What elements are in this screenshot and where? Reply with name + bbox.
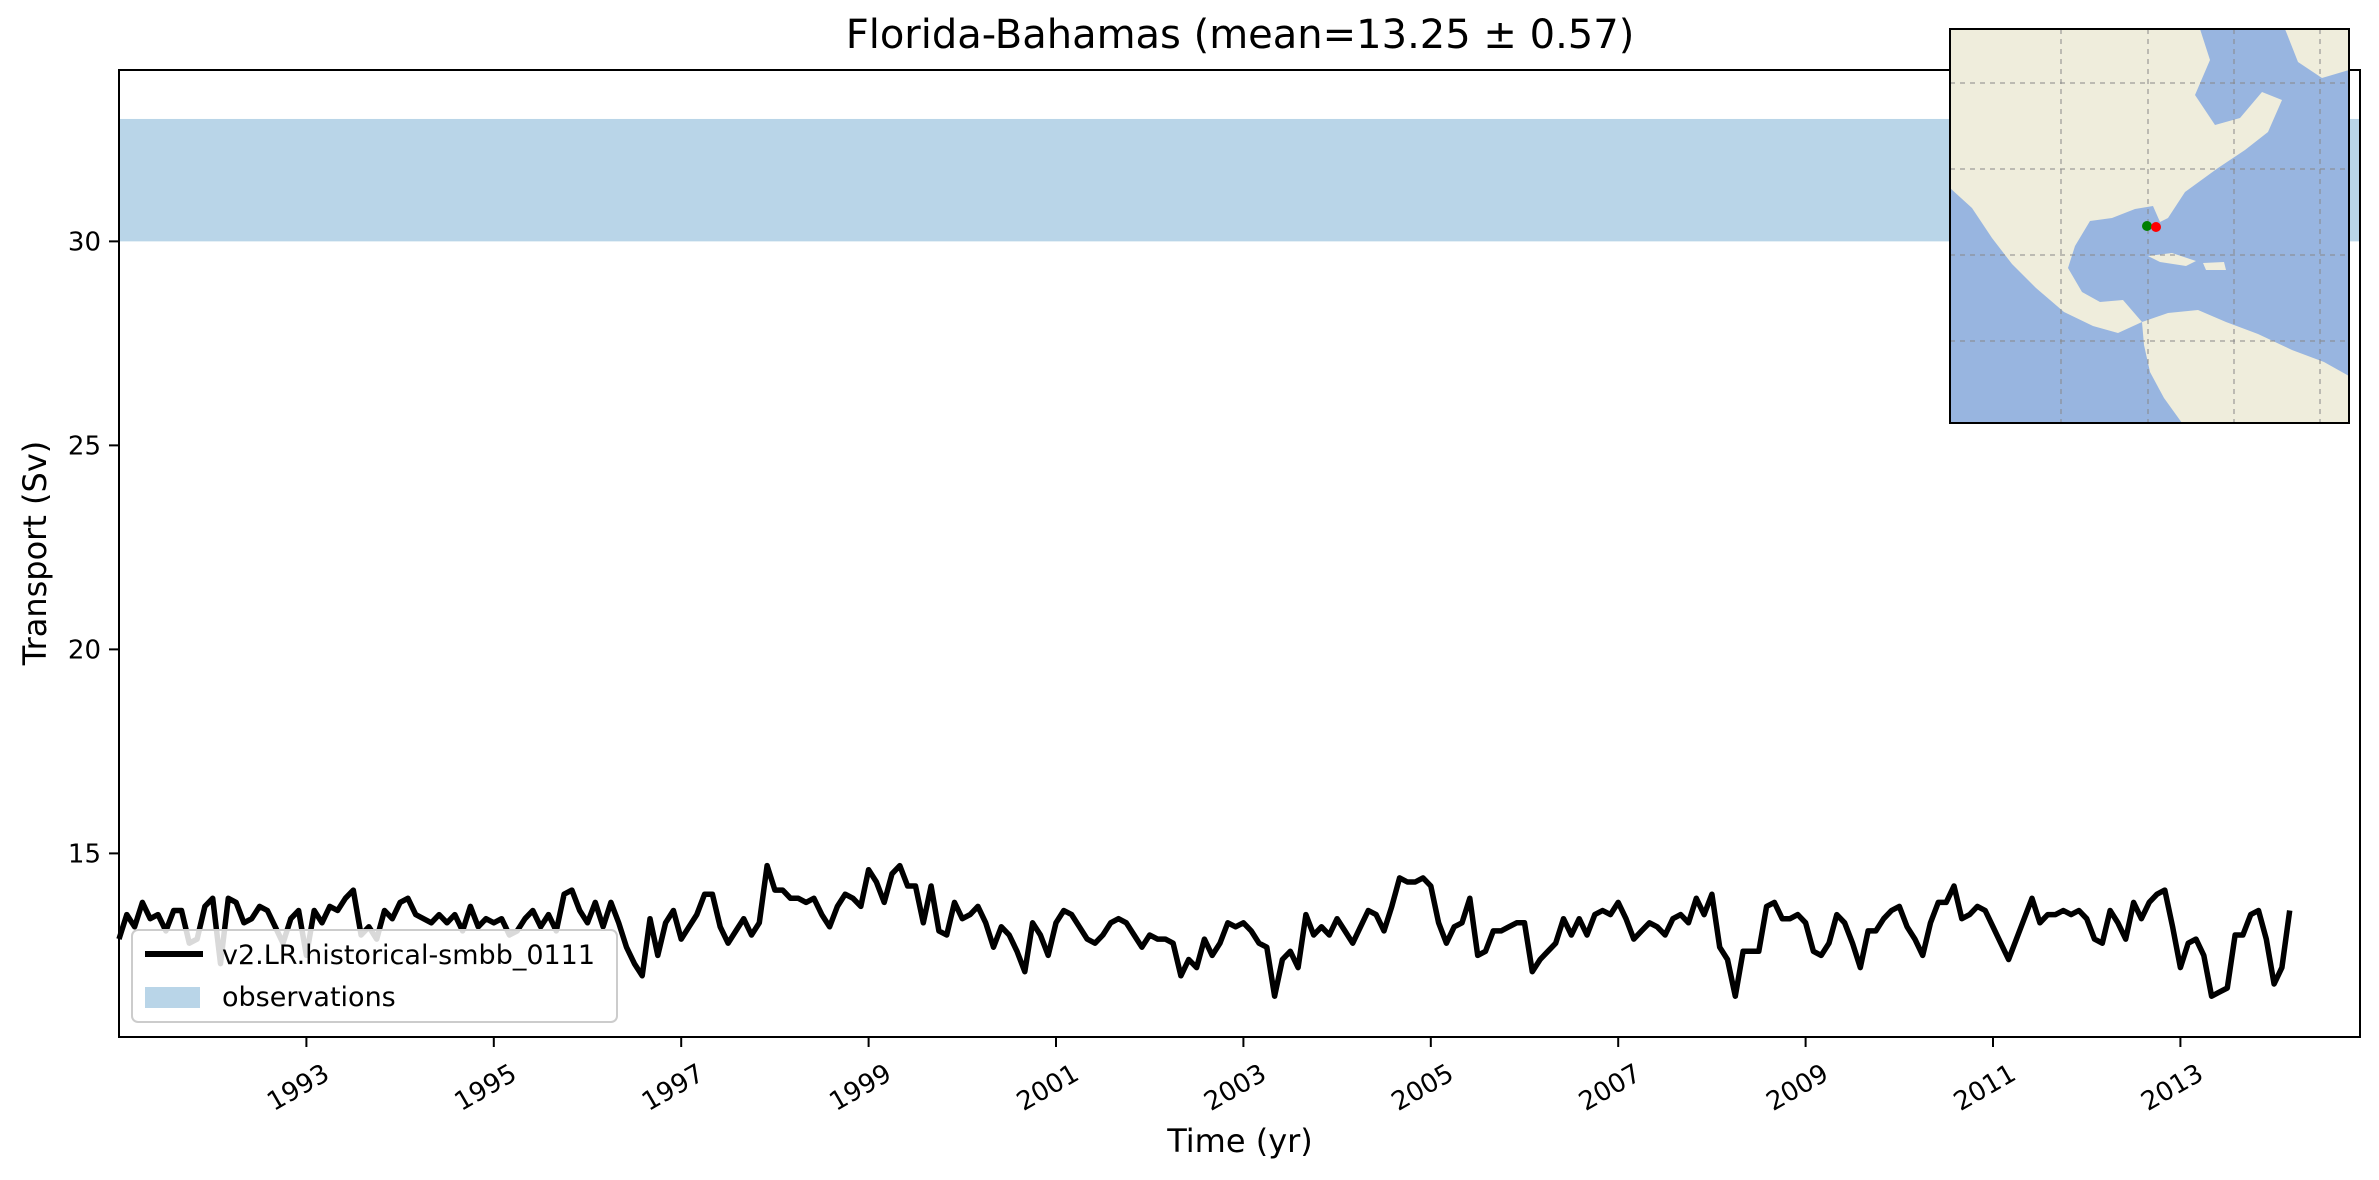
legend-band-swatch <box>145 987 200 1008</box>
inset-map-greenland <box>2285 29 2349 78</box>
plot-frame <box>118 69 2361 1038</box>
x-axis-label: Time (yr) <box>1166 1122 1313 1160</box>
y-axis-label: Transport (Sv) <box>16 441 54 667</box>
series-line-0 <box>116 862 2293 999</box>
inset-map <box>1949 28 2350 424</box>
y-tick-label: 15 <box>68 839 101 869</box>
series-layer <box>116 862 2293 999</box>
inset-map-north-america <box>1950 29 2282 333</box>
y-axis: 15 20 25 30 <box>68 227 119 869</box>
y-tick-label: 30 <box>68 227 101 257</box>
legend-box <box>131 929 618 1023</box>
y-tick-label: 25 <box>68 431 101 461</box>
y-tick-label: 20 <box>68 635 101 665</box>
inset-map-cuba <box>2148 253 2196 266</box>
inset-map-hispaniola <box>2203 262 2226 270</box>
legend: v2.LR.historical-smbb_0111 observations <box>131 929 618 1023</box>
inset-map-grid <box>1950 29 2349 423</box>
inset-map-marker-florida <box>2142 221 2152 231</box>
chart-title: Florida-Bahamas (mean=13.25 ± 0.57) <box>846 12 1635 58</box>
legend-observations-label: observations <box>222 982 396 1013</box>
legend-series-label: v2.LR.historical-smbb_0111 <box>222 940 595 971</box>
inset-map-south-america <box>2142 310 2349 423</box>
inset-map-frame <box>1949 28 2350 424</box>
inset-map-marker-bahamas <box>2151 222 2161 232</box>
inset-map-baja-california <box>1995 215 2030 272</box>
